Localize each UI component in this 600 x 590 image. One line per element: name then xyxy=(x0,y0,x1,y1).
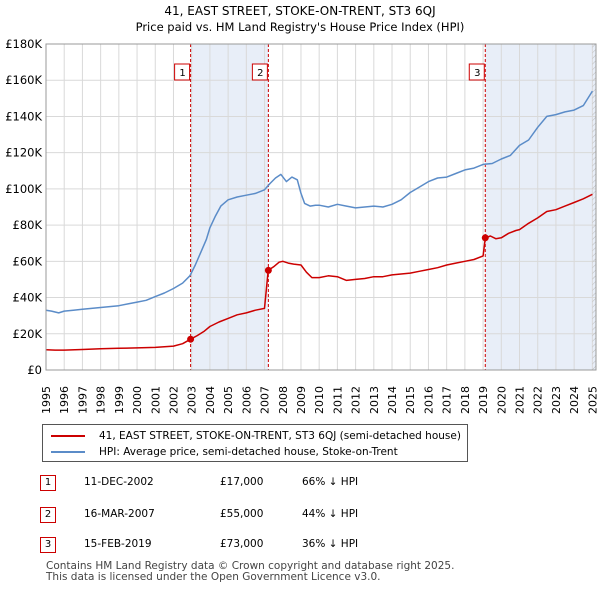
legend-label-hpi: HPI: Average price, semi-detached house,… xyxy=(99,446,398,458)
transaction-date: 16-MAR-2007 xyxy=(84,508,155,520)
sale-badge-label-3: 3 xyxy=(474,68,480,79)
transaction-hpi: 66% ↓ HPI xyxy=(302,476,359,488)
transaction-date: 11-DEC-2002 xyxy=(84,476,154,488)
y-tick-label: £140K xyxy=(5,109,42,123)
y-tick-label: £100K xyxy=(5,182,42,196)
plot-area: 1 2 3 £0 £20K £40K £60K £80K £100K £120K £140K £160… xyxy=(5,37,599,414)
ownership-shade xyxy=(190,44,269,370)
sale-badge-label-1: 1 xyxy=(179,68,185,79)
footer: Contains HM Land Registry data © Crown c… xyxy=(46,561,454,583)
legend-label-property: 41, EAST STREET, STOKE-ON-TRENT, ST3 6QJ… xyxy=(99,430,461,442)
x-tick-label: 2000 xyxy=(131,386,144,414)
y-tick-label: £80K xyxy=(13,218,43,232)
future-hatch xyxy=(592,44,596,370)
property-series-line xyxy=(45,193,593,351)
x-tick-label: 2011 xyxy=(331,386,344,414)
y-tick-label: £180K xyxy=(5,37,42,51)
x-tick-label: 2005 xyxy=(222,386,235,414)
x-tick-label: 2002 xyxy=(167,386,180,414)
footer-licence: This data is licensed under the Open Gov… xyxy=(46,571,381,583)
ownership-shade xyxy=(485,44,596,370)
transaction-badge: 2 xyxy=(40,507,56,523)
x-tick-label: 2004 xyxy=(204,386,217,414)
sale-point-1 xyxy=(187,335,195,343)
y-tick-label: £60K xyxy=(13,254,43,268)
sale-point-3 xyxy=(481,234,489,242)
transaction-price: £17,000 xyxy=(220,476,264,488)
x-tick-label: 2015 xyxy=(404,386,417,414)
x-tick-label: 2018 xyxy=(459,386,472,414)
footer-copyright: Contains HM Land Registry data © Crown c… xyxy=(46,560,455,572)
x-tick-label: 2014 xyxy=(386,386,399,414)
x-tick-label: 2022 xyxy=(532,386,545,414)
x-tick-label: 1995 xyxy=(40,386,53,414)
legend-swatch-hpi xyxy=(51,451,85,453)
x-tick-label: 2006 xyxy=(240,386,253,414)
x-tick-label: 2010 xyxy=(313,386,326,414)
x-tick-label: 2009 xyxy=(295,386,308,414)
transaction-hpi: 44% ↓ HPI xyxy=(302,508,359,520)
hpi-series-line xyxy=(45,90,594,314)
x-tick-label: 2003 xyxy=(186,386,199,414)
legend-item-hpi: HPI: Average price, semi-detached house,… xyxy=(51,444,398,460)
transaction-badge: 3 xyxy=(40,537,56,553)
x-tick-label: 2007 xyxy=(259,386,272,414)
sale-badge-1 xyxy=(174,63,191,81)
y-tick-label: £20K xyxy=(13,327,43,341)
transaction-date: 15-FEB-2019 xyxy=(84,538,152,550)
y-tick-label: £160K xyxy=(5,73,42,87)
x-tick-label: 2019 xyxy=(477,386,490,414)
x-tick-label: 2025 xyxy=(586,386,599,414)
x-tick-label: 1996 xyxy=(58,386,71,414)
x-tick-label: 2023 xyxy=(550,386,563,414)
x-tick-label: 2013 xyxy=(368,386,381,414)
transaction-price: £73,000 xyxy=(220,538,264,550)
x-tick-label: 2016 xyxy=(422,386,435,414)
transaction-price: £55,000 xyxy=(220,508,264,520)
x-tick-label: 2024 xyxy=(568,386,581,414)
legend-swatch-property xyxy=(51,435,85,437)
x-tick-label: 2017 xyxy=(441,386,454,414)
y-tick-label: £120K xyxy=(5,146,42,160)
legend-item-property: 41, EAST STREET, STOKE-ON-TRENT, ST3 6QJ… xyxy=(51,428,461,444)
chart-subtitle: Price paid vs. HM Land Registry's House … xyxy=(136,20,465,34)
sale-badge-label-2: 2 xyxy=(257,68,263,79)
x-tick-label: 2021 xyxy=(514,386,527,414)
x-tick-label: 2012 xyxy=(350,386,363,414)
sale-badge-3 xyxy=(468,63,485,81)
chart-title: 41, EAST STREET, STOKE-ON-TRENT, ST3 6QJ xyxy=(164,4,435,18)
y-tick-label: £40K xyxy=(13,291,43,305)
transaction-hpi: 36% ↓ HPI xyxy=(302,538,359,550)
price-chart: 41, EAST STREET, STOKE-ON-TRENT, ST3 6QJ… xyxy=(5,4,599,414)
x-tick-label: 2020 xyxy=(495,386,508,414)
y-tick-label: £0 xyxy=(27,363,42,377)
x-tick-label: 1997 xyxy=(76,386,89,414)
plot-frame xyxy=(45,43,597,371)
x-tick-label: 1998 xyxy=(95,386,108,414)
sale-point-2 xyxy=(264,266,272,274)
x-tick-label: 1999 xyxy=(113,386,126,414)
legend: 41, EAST STREET, STOKE-ON-TRENT, ST3 6QJ… xyxy=(42,424,468,462)
transaction-badge: 1 xyxy=(40,475,56,491)
x-tick-label: 2001 xyxy=(149,386,162,414)
x-tick-label: 2008 xyxy=(277,386,290,414)
sale-badge-2 xyxy=(251,63,268,81)
